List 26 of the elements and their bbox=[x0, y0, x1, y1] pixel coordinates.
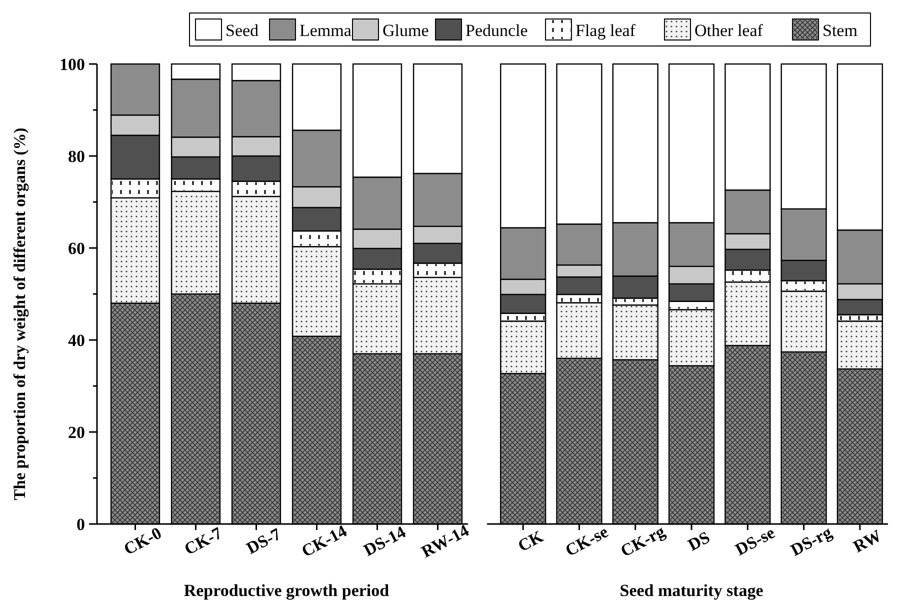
y-axis-title: The proportion of dry weight of different organs (%) bbox=[10, 128, 29, 500]
x-tick-label: CK-rg bbox=[617, 521, 669, 561]
y-tick-label: 20 bbox=[68, 423, 85, 442]
y-tick-label: 100 bbox=[60, 55, 85, 74]
y-tick-label: 40 bbox=[68, 331, 85, 350]
legend-label: Lemma bbox=[300, 21, 352, 40]
legend-label: Seed bbox=[226, 21, 260, 40]
legend-label: Other leaf bbox=[694, 21, 764, 40]
legend-label: Flag leaf bbox=[576, 21, 636, 40]
x-tick-label: DS-se bbox=[732, 522, 778, 560]
x-tick-label: CK-se bbox=[562, 522, 612, 560]
legend-label: Glume bbox=[382, 21, 429, 40]
x-tick-label: CK bbox=[514, 526, 547, 556]
x-axis-title: Reproductive growth period bbox=[184, 581, 390, 600]
y-tick-label: 60 bbox=[68, 239, 85, 258]
x-tick-label: CK-0 bbox=[120, 523, 165, 559]
x-tick-label: CK-7 bbox=[181, 523, 226, 559]
x-tick-label: DS-rg bbox=[788, 522, 836, 560]
x-tick-label: DS bbox=[684, 528, 713, 555]
x-tick-label: DS-7 bbox=[243, 524, 284, 558]
x-axis-title: Seed maturity stage bbox=[620, 581, 764, 600]
y-tick-label: 0 bbox=[76, 515, 85, 534]
legend-label: Stem bbox=[822, 21, 858, 40]
legend-label: Peduncle bbox=[466, 21, 528, 40]
y-tick-label: 80 bbox=[68, 147, 85, 166]
x-tick-label: RW bbox=[850, 526, 884, 556]
